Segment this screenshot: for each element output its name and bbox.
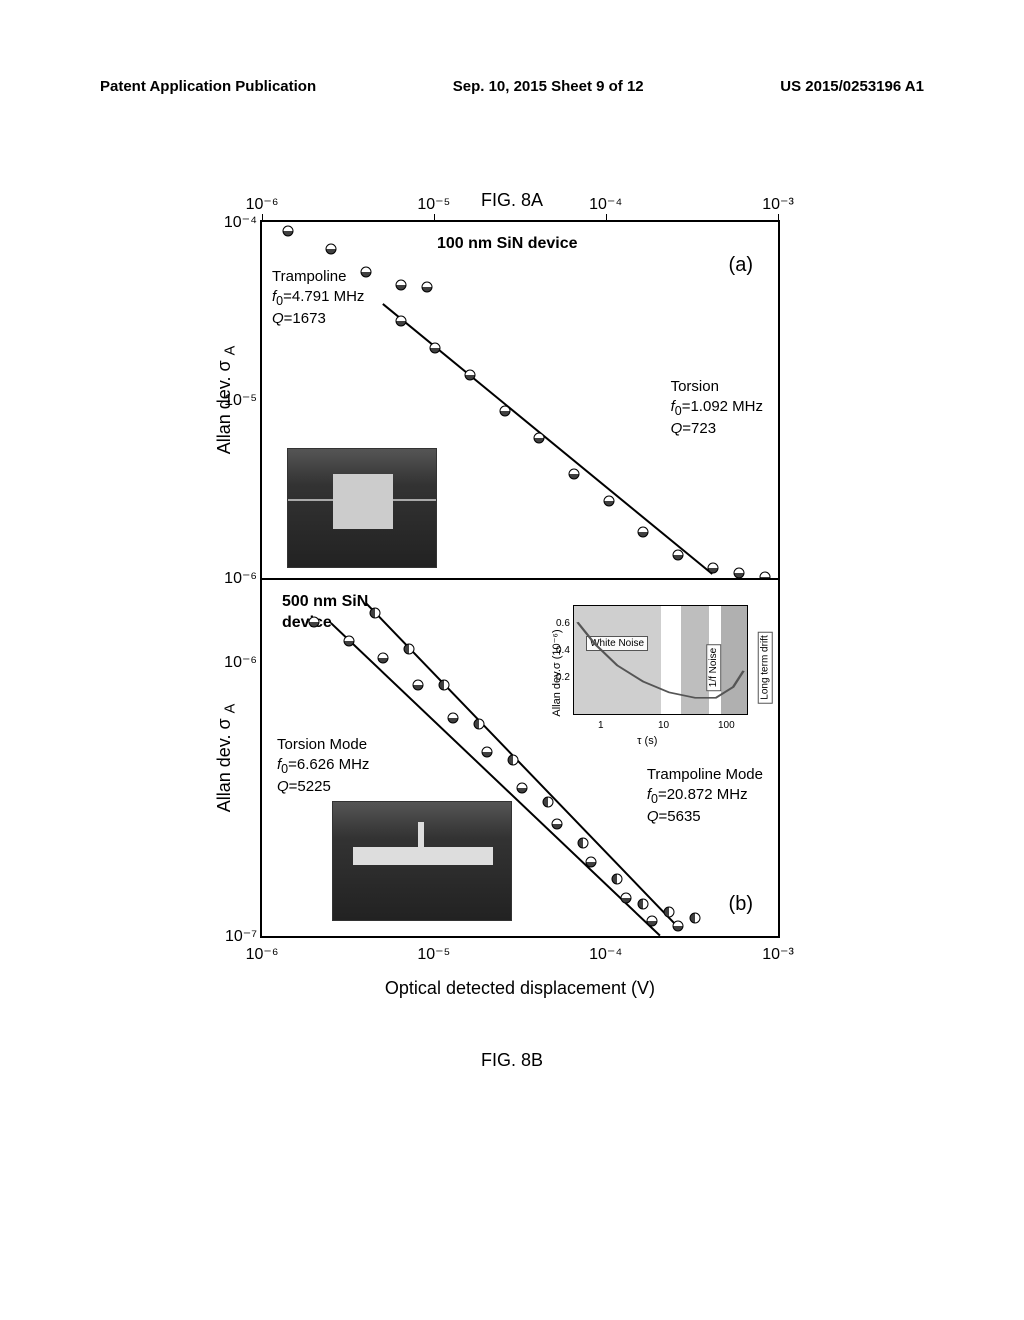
xb-tick-1: 10⁻⁵ <box>417 944 450 964</box>
data-point <box>733 568 744 579</box>
ya-tick-2: 10⁻⁶ <box>207 568 257 588</box>
data-point <box>603 496 614 507</box>
top-tick-3: 10⁻³ <box>762 194 794 214</box>
data-point <box>482 746 493 757</box>
data-point <box>395 316 406 327</box>
chart-container: Allan dev. σ A 10⁻⁶ 10⁻⁵ 10⁻⁴ 10⁻³ 10⁻⁴ … <box>160 220 780 990</box>
data-point <box>430 343 441 354</box>
data-point <box>447 713 458 724</box>
data-point <box>499 406 510 417</box>
data-point <box>647 915 658 926</box>
data-point <box>395 280 406 291</box>
data-point <box>361 267 372 278</box>
panel-a: Allan dev. σ A 10⁻⁶ 10⁻⁵ 10⁻⁴ 10⁻³ 10⁻⁴ … <box>260 220 780 580</box>
data-point <box>664 907 675 918</box>
top-tick-0: 10⁻⁶ <box>246 194 279 214</box>
data-point <box>534 433 545 444</box>
tick <box>262 214 263 222</box>
data-point <box>369 608 380 619</box>
fit-line <box>331 622 661 936</box>
data-point <box>673 921 684 932</box>
data-point <box>569 469 580 480</box>
figure-label-8b: FIG. 8B <box>481 1050 543 1071</box>
data-point <box>343 635 354 646</box>
data-point <box>378 652 389 663</box>
top-tick-2: 10⁻⁴ <box>589 194 622 214</box>
data-point <box>690 912 701 923</box>
xb-tick-0: 10⁻⁶ <box>246 944 279 964</box>
data-point <box>404 644 415 655</box>
y-axis-label-b: Allan dev. σ A <box>214 704 239 812</box>
data-point <box>577 838 588 849</box>
data-point <box>707 562 718 573</box>
data-point <box>551 818 562 829</box>
header-date-sheet: Sep. 10, 2015 Sheet 9 of 12 <box>453 78 644 95</box>
panel-b: Allan dev. σ A 10⁻⁶ 10⁻⁷ 10⁻⁶ 10⁻⁵ 10⁻⁴ … <box>260 578 780 938</box>
xb-tick-3: 10⁻³ <box>762 944 794 964</box>
data-point <box>543 796 554 807</box>
top-tick-1: 10⁻⁵ <box>417 194 450 214</box>
y-axis-label-text: Allan dev. σ <box>214 718 234 812</box>
data-point <box>473 719 484 730</box>
data-point <box>638 526 649 537</box>
tick <box>434 214 435 222</box>
x-axis-label: Optical detected displacement (V) <box>260 978 780 999</box>
yb-tick-0: 10⁻⁶ <box>207 652 257 672</box>
ya-tick-0: 10⁻⁴ <box>207 212 257 232</box>
data-point <box>508 755 519 766</box>
page-header: Patent Application Publication Sep. 10, … <box>0 78 1024 95</box>
data-point <box>421 281 432 292</box>
data-point <box>621 893 632 904</box>
data-point <box>309 616 320 627</box>
yb-tick-1: 10⁻⁷ <box>207 926 257 946</box>
data-point <box>638 899 649 910</box>
ya-tick-1: 10⁻⁵ <box>207 390 257 410</box>
data-point <box>326 244 337 255</box>
data-point <box>586 857 597 868</box>
data-point <box>673 550 684 561</box>
data-point <box>465 370 476 381</box>
tick <box>778 214 779 222</box>
data-point <box>413 680 424 691</box>
data-point <box>612 874 623 885</box>
data-point <box>517 782 528 793</box>
tick <box>606 214 607 222</box>
data-point <box>439 680 450 691</box>
data-point <box>283 226 294 237</box>
xb-tick-2: 10⁻⁴ <box>589 944 622 964</box>
header-pub-number: US 2015/0253196 A1 <box>780 78 924 95</box>
header-publication: Patent Application Publication <box>100 78 316 95</box>
panel-a-data-layer <box>262 222 778 578</box>
panel-b-data-layer <box>262 580 778 936</box>
figure-label-8a: FIG. 8A <box>481 190 543 211</box>
